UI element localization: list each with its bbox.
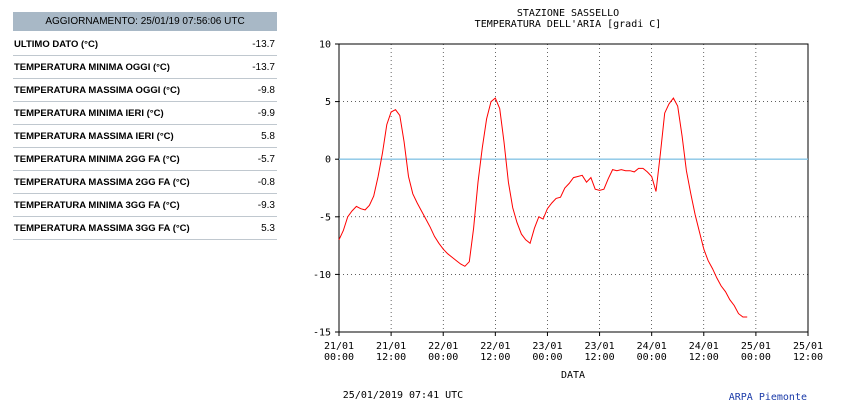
summary-label: TEMPERATURA MASSIMA 3GG FA (°C) xyxy=(14,223,190,234)
chart-subtitle: TEMPERATURA DELL'ARIA [gradi C] xyxy=(475,19,662,30)
x-tick-label: 00:00 xyxy=(637,352,667,363)
arpa-credit: ARPA Piemonte xyxy=(729,392,807,403)
summary-row: TEMPERATURA MASSIMA 3GG FA (°C) 5.3 xyxy=(13,218,277,240)
y-tick-label: -15 xyxy=(313,328,331,339)
x-tick-label: 12:00 xyxy=(480,352,510,363)
summary-label: TEMPERATURA MASSIMA OGGI (°C) xyxy=(14,85,180,96)
summary-row: ULTIMO DATO (°C) -13.7 xyxy=(13,34,277,56)
x-tick-label: 00:00 xyxy=(428,352,458,363)
update-header: AGGIORNAMENTO: 25/01/19 07:56:06 UTC xyxy=(13,12,277,31)
footer-timestamp: 25/01/2019 07:41 UTC xyxy=(343,390,463,401)
x-tick-label: 12:00 xyxy=(585,352,615,363)
summary-value: -13.7 xyxy=(252,62,275,73)
y-tick-label: -10 xyxy=(313,270,331,281)
x-tick-label: 21/01 xyxy=(324,341,354,352)
y-tick-label: 0 xyxy=(325,155,331,166)
summary-value: -0.8 xyxy=(257,177,275,188)
x-tick-label: 12:00 xyxy=(376,352,406,363)
summary-label: TEMPERATURA MINIMA IERI (°C) xyxy=(14,108,164,119)
summary-value: -9.3 xyxy=(257,200,275,211)
y-tick-label: 10 xyxy=(319,40,331,51)
x-tick-label: 22/01 xyxy=(428,341,458,352)
x-tick-label: 25/01 xyxy=(793,341,823,352)
summary-label: TEMPERATURA MASSIMA 2GG FA (°C) xyxy=(14,177,190,188)
x-tick-label: 12:00 xyxy=(689,352,719,363)
summary-row: TEMPERATURA MINIMA OGGI (°C) -13.7 xyxy=(13,57,277,79)
x-tick-label: 22/01 xyxy=(480,341,510,352)
x-tick-label: 12:00 xyxy=(793,352,823,363)
y-tick-label: -5 xyxy=(319,212,331,223)
summary-row: TEMPERATURA MINIMA 2GG FA (°C) -5.7 xyxy=(13,149,277,171)
plot-frame xyxy=(338,43,809,333)
summary-label: TEMPERATURA MASSIMA IERI (°C) xyxy=(14,131,174,142)
summary-label: ULTIMO DATO (°C) xyxy=(14,39,99,50)
x-tick-label: 00:00 xyxy=(532,352,562,363)
x-tick-label: 00:00 xyxy=(324,352,354,363)
summary-row: TEMPERATURA MASSIMA IERI (°C) 5.8 xyxy=(13,126,277,148)
x-tick-label: 00:00 xyxy=(741,352,771,363)
summary-value: -9.8 xyxy=(257,85,275,96)
summary-value: -5.7 xyxy=(257,154,275,165)
x-tick-label: 24/01 xyxy=(689,341,719,352)
summary-label: TEMPERATURA MINIMA OGGI (°C) xyxy=(14,62,170,73)
y-tick-label: 5 xyxy=(325,97,331,108)
summary-row: TEMPERATURA MINIMA 3GG FA (°C) -9.3 xyxy=(13,195,277,217)
plot-area: 21/0100:0021/0112:0022/0100:0022/0112:00… xyxy=(313,40,823,364)
chart-title: STAZIONE SASSELLO xyxy=(517,8,619,19)
summary-label: TEMPERATURA MINIMA 2GG FA (°C) xyxy=(14,154,180,165)
x-tick-label: 24/01 xyxy=(637,341,667,352)
summary-row: TEMPERATURA MINIMA IERI (°C) -9.9 xyxy=(13,103,277,125)
x-axis-label: DATA xyxy=(561,370,585,381)
summary-rows: ULTIMO DATO (°C) -13.7 TEMPERATURA MINIMA … xyxy=(13,34,277,240)
summary-label: TEMPERATURA MINIMA 3GG FA (°C) xyxy=(14,200,180,211)
x-tick-label: 23/01 xyxy=(532,341,562,352)
summary-value: 5.3 xyxy=(261,223,275,234)
data-summary-panel: AGGIORNAMENTO: 25/01/19 07:56:06 UTC ULT… xyxy=(13,12,277,241)
summary-row: TEMPERATURA MASSIMA 2GG FA (°C) -0.8 xyxy=(13,172,277,194)
summary-value: 5.8 xyxy=(261,131,275,142)
x-tick-label: 21/01 xyxy=(376,341,406,352)
summary-value: -13.7 xyxy=(252,39,275,50)
temperature-series-line xyxy=(338,97,748,318)
summary-row: TEMPERATURA MASSIMA OGGI (°C) -9.8 xyxy=(13,80,277,102)
x-tick-label: 23/01 xyxy=(585,341,615,352)
x-tick-label: 25/01 xyxy=(741,341,771,352)
summary-value: -9.9 xyxy=(257,108,275,119)
